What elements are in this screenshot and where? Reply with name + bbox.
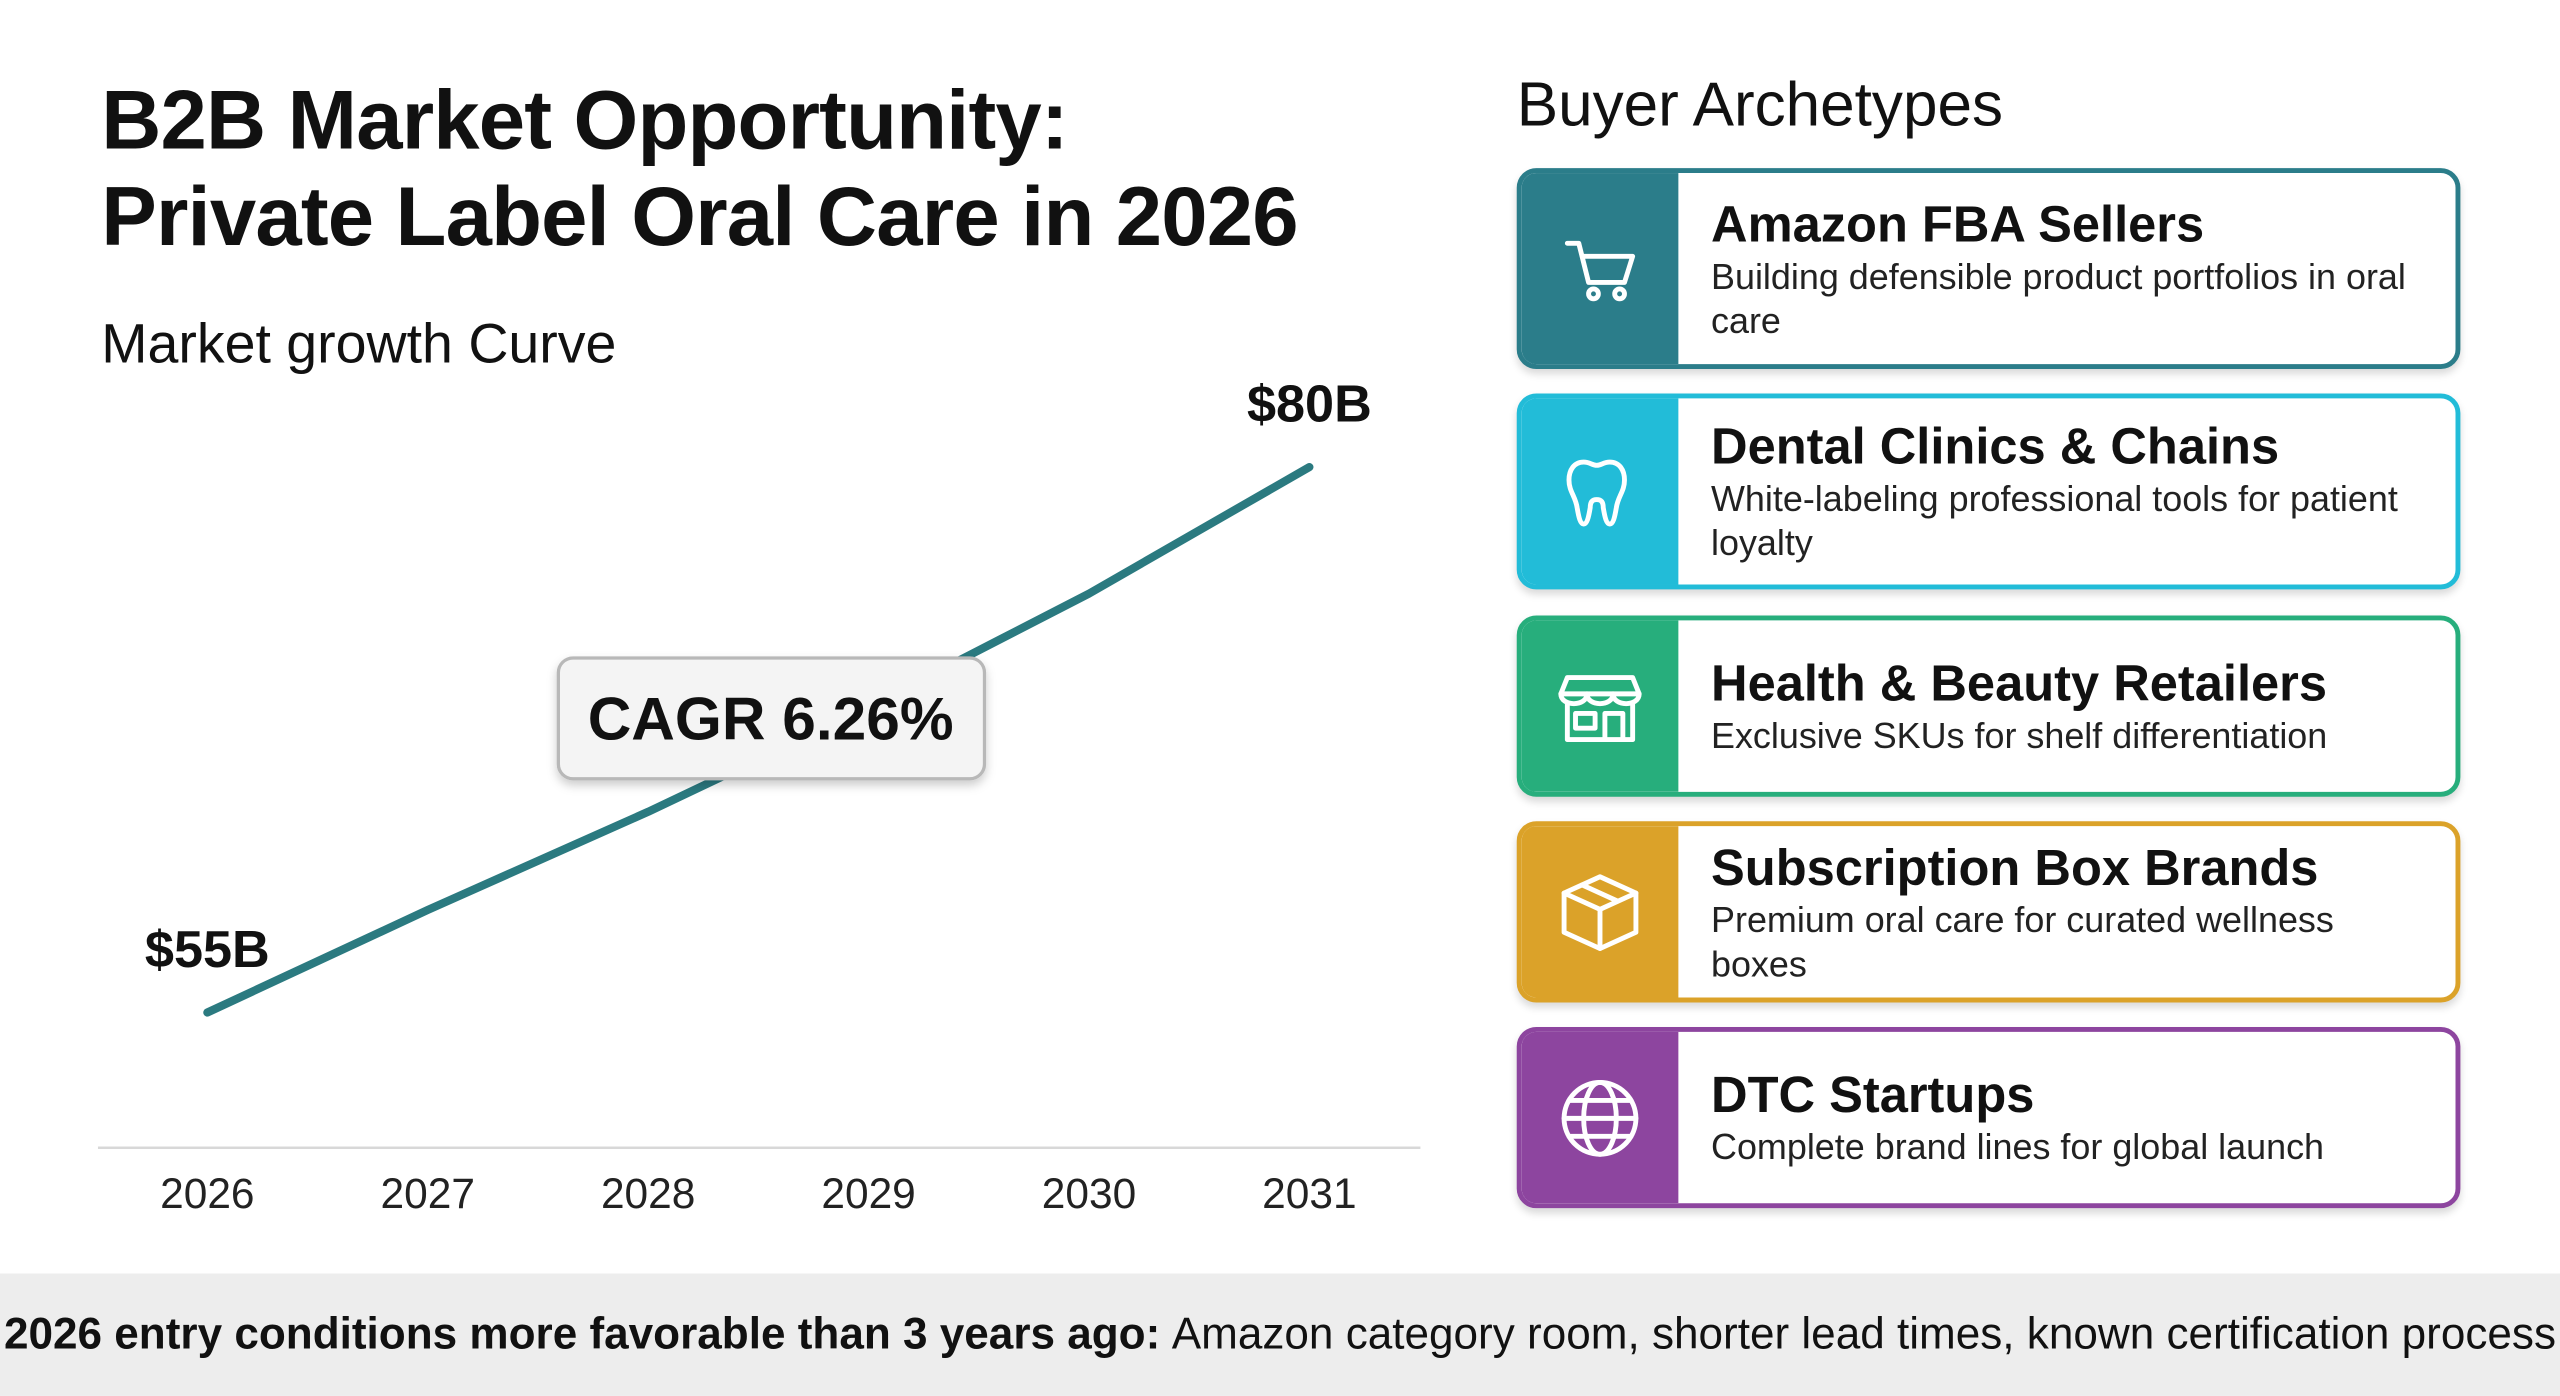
card-text: White-labeling professional tools for pa… <box>1711 478 2398 564</box>
annotation: CAGR 6.26% <box>556 656 987 781</box>
card-icon-block <box>1521 173 1679 365</box>
footer: 2026 entry conditions more favorable tha… <box>0 1273 2560 1396</box>
card-icon <box>1566 459 1627 527</box>
card-icon-block <box>1521 1031 1679 1204</box>
card-title: DTC Startups <box>1711 1066 2035 1124</box>
x-tick-label: 2030 <box>1042 1170 1136 1217</box>
card-icon <box>1558 674 1642 742</box>
x-tick-label: 2027 <box>381 1170 475 1217</box>
annotation-box <box>556 656 987 781</box>
card-text: Exclusive SKUs for shelf differentiation <box>1711 715 2328 756</box>
title-line: Private Label Oral Care in 2026 <box>101 169 1298 263</box>
x-tick-label: 2029 <box>821 1170 915 1217</box>
card-icon-block <box>1521 398 1679 585</box>
value-label: $55B <box>145 921 270 979</box>
card-text: Building defensible product portfolios i… <box>1711 255 2406 341</box>
card-icon <box>1561 873 1639 951</box>
card-icon-block <box>1521 620 1679 792</box>
archetype-card: Dental Clinics & Chains White-labeling pr… <box>1516 393 2461 590</box>
section-heading: Buyer Archetypes <box>1516 71 2003 141</box>
footer-text: Amazon category room, shorter lead times… <box>1171 1309 2557 1359</box>
value-label: $80B <box>1247 375 1372 433</box>
x-tick-label: 2028 <box>601 1170 695 1217</box>
chart: 2026 2027 2028 2029 2030 2031 $55B $80B CAGR 6.2… <box>97 375 1421 1217</box>
card-icon <box>1561 1079 1639 1156</box>
annotation-text: CAGR 6.26% <box>588 685 954 753</box>
card-title: Amazon FBA Sellers <box>1711 195 2205 253</box>
card-body: DTC Startups Complete brand lines for glo… <box>1711 1032 2433 1203</box>
x-tick-label: 2026 <box>160 1170 254 1217</box>
card-title: Dental Clinics & Chains <box>1711 417 2280 476</box>
archetype-card: Health & Beauty Retailers Exclusive SKUs … <box>1516 615 2461 797</box>
card-body: Dental Clinics & Chains White-labeling pr… <box>1711 398 2433 584</box>
chart-subtitle: Market growth Curve <box>101 313 617 376</box>
card-icon <box>1564 239 1636 301</box>
archetype-card: Subscription Box Brands Premium oral care… <box>1516 821 2461 1003</box>
card-icon-block <box>1521 826 1679 998</box>
card-title: Health & Beauty Retailers <box>1711 654 2328 712</box>
x-tick-label: 2031 <box>1262 1170 1356 1217</box>
archetype-card: Amazon FBA Sellers Building defensible pr… <box>1516 168 2461 369</box>
title-line: B2B Market Opportunity: <box>101 73 1068 167</box>
footer-bold: 2026 entry conditions more favorable tha… <box>3 1309 1161 1359</box>
card-text: Premium oral care for curated wellness b… <box>1711 898 2334 984</box>
card-title: Subscription Box Brands <box>1711 838 2319 896</box>
card-body: Health & Beauty Retailers Exclusive SKUs … <box>1711 620 2433 791</box>
archetype-card: DTC Startups Complete brand lines for glo… <box>1516 1026 2461 1209</box>
card-body: Subscription Box Brands Premium oral care… <box>1711 826 2433 997</box>
card-body: Amazon FBA Sellers Building defensible pr… <box>1711 173 2433 364</box>
card-text: Complete brand lines for global launch <box>1711 1126 2325 1168</box>
